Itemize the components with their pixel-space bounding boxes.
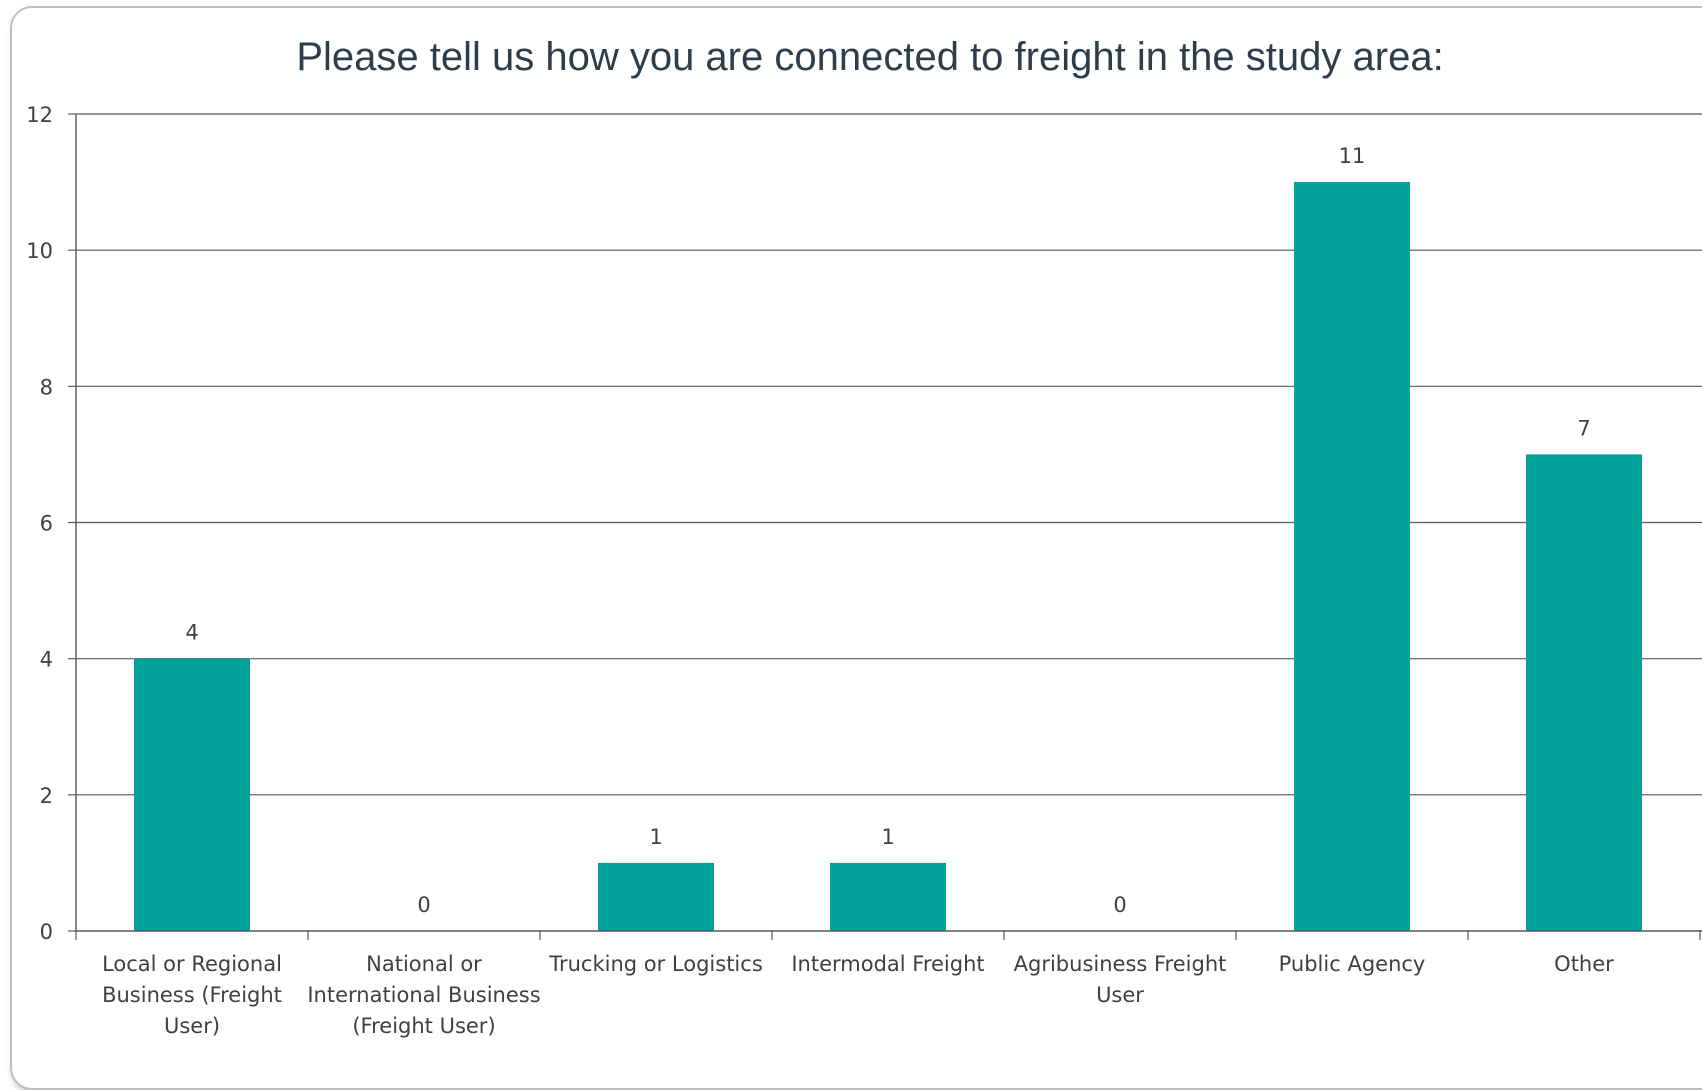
bar [1526,454,1642,931]
data-label: 1 [881,825,894,849]
bar-chart: Please tell us how you are connected to … [26,35,1702,1038]
bar [830,862,946,931]
x-category-label: Agribusiness Freight [1014,952,1227,976]
x-category-label: International Business [307,983,540,1007]
y-axis-tick-labels: 0 2 4 6 8 10 12 [26,103,53,944]
y-tick-label: 10 [26,239,53,263]
x-axis-category-labels: Local or Regional Business (Freight User) N… [102,952,1614,1038]
bars [134,182,1642,932]
x-category-label: Public Agency [1279,952,1426,976]
data-label: 11 [1339,144,1366,168]
bar [598,862,714,931]
bar [1294,182,1410,932]
x-category-label: User [1096,983,1144,1007]
x-category-label: National or [366,952,482,976]
x-category-label: Intermodal Freight [791,952,984,976]
gridlines [76,113,1702,796]
x-category-label: User) [164,1014,220,1038]
x-category-label: (Freight User) [352,1014,495,1038]
data-label: 1 [649,825,662,849]
y-tick-label: 6 [40,512,53,536]
x-category-label: Other [1554,952,1614,976]
y-tick-label: 8 [40,375,53,399]
y-tick-label: 12 [26,103,53,127]
y-tick-label: 0 [40,920,53,944]
data-label: 0 [1113,893,1126,917]
x-category-label: Business (Freight [102,983,282,1007]
data-label: 0 [417,893,430,917]
x-category-label: Trucking or Logistics [548,952,763,976]
chart-title: Please tell us how you are connected to … [296,35,1443,79]
y-tick-label: 2 [40,784,53,808]
x-category-label: Local or Regional [102,952,282,976]
bar [134,658,250,931]
axes [68,113,1702,940]
data-label: 4 [185,621,198,645]
data-label: 7 [1577,416,1590,440]
y-tick-label: 4 [40,648,53,672]
